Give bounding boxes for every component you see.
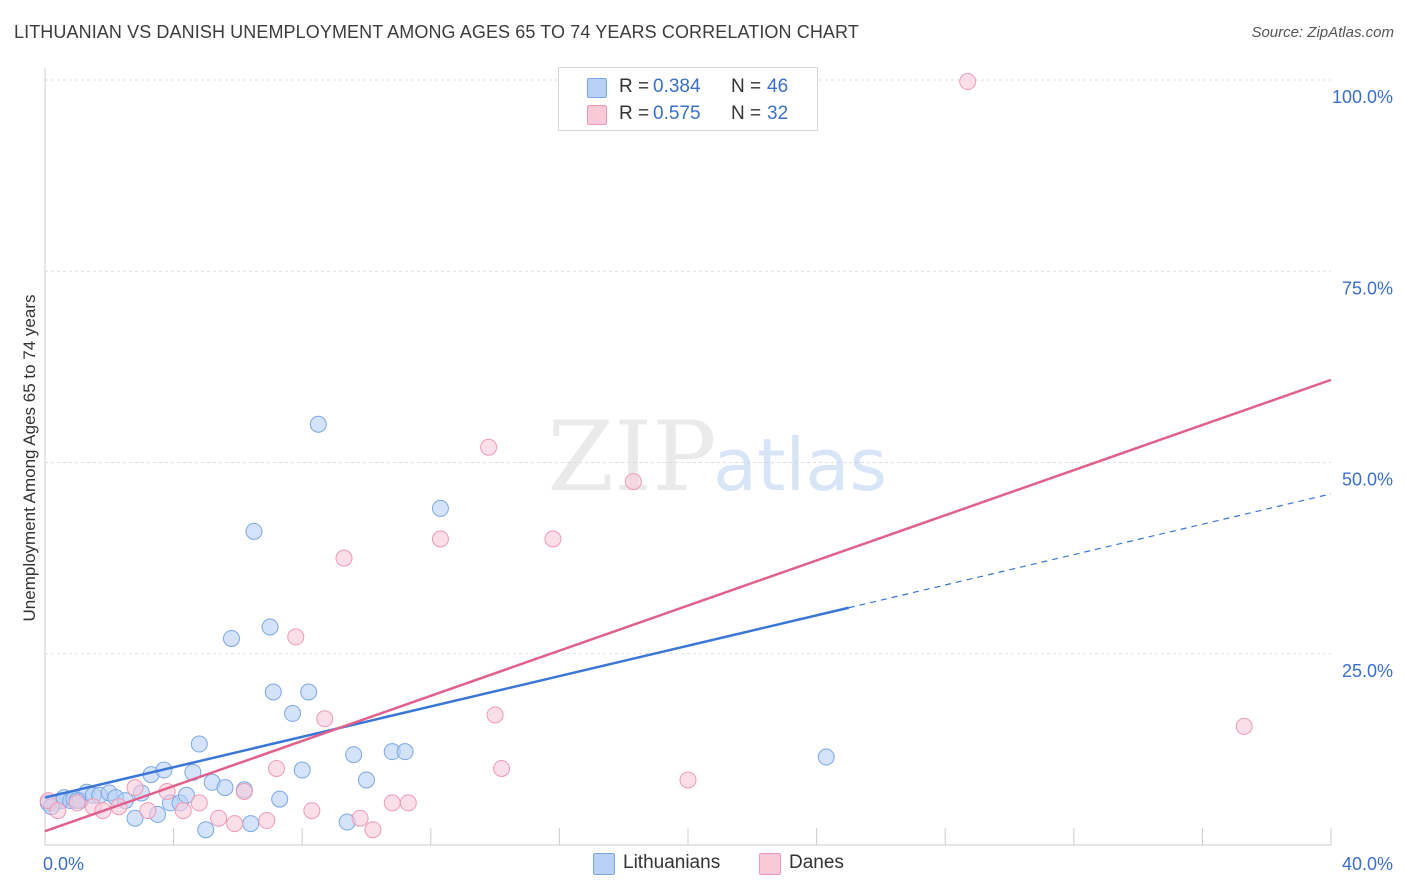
point-lithuanians: [817, 748, 835, 766]
trend-line-extension-lithuanians: [848, 493, 1332, 609]
point-lithuanians: [242, 815, 260, 833]
point-danes: [544, 530, 562, 548]
point-danes: [49, 802, 67, 820]
point-danes: [399, 794, 417, 812]
point-lithuanians: [345, 746, 363, 764]
point-danes: [226, 815, 244, 833]
legend-swatch-danes: [587, 105, 607, 125]
point-danes: [351, 809, 369, 827]
point-lithuanians: [431, 499, 449, 517]
point-lithuanians: [293, 761, 311, 779]
point-danes: [68, 794, 86, 812]
legend-r-value: 0.575: [653, 103, 701, 124]
chart-title: LITHUANIAN VS DANISH UNEMPLOYMENT AMONG …: [14, 22, 859, 42]
legend-swatch-lithuanians: [587, 78, 607, 98]
point-lithuanians: [300, 683, 318, 701]
point-lithuanians: [261, 618, 279, 636]
legend-n-value: 32: [767, 103, 789, 124]
trend-line-lithuanians: [44, 606, 850, 799]
y-tick-label: 25.0%: [1342, 661, 1393, 681]
point-lithuanians: [216, 779, 234, 797]
point-danes: [480, 438, 498, 456]
legend-r-value: 0.384: [653, 76, 701, 97]
point-danes: [258, 812, 276, 830]
watermark-atlas: atlas: [713, 423, 887, 507]
y-tick-label: 75.0%: [1342, 278, 1393, 298]
point-lithuanians: [245, 522, 263, 540]
point-danes: [959, 73, 977, 91]
legend-r-label: R =: [619, 103, 650, 124]
bottom-legend-swatch-lithuanians: [593, 853, 615, 875]
point-danes: [126, 779, 144, 797]
point-lithuanians: [284, 704, 302, 722]
point-danes: [174, 802, 192, 820]
point-danes: [431, 530, 449, 548]
point-danes: [190, 794, 208, 812]
point-danes: [1235, 717, 1253, 735]
legend-n-label: N =: [731, 76, 762, 97]
point-danes: [303, 802, 321, 820]
point-lithuanians: [197, 821, 215, 839]
point-danes: [287, 628, 305, 646]
point-danes: [679, 771, 697, 789]
point-danes: [486, 706, 504, 724]
point-danes: [267, 760, 285, 777]
grid-lines: [45, 79, 1331, 655]
watermark: ZIP atlas: [547, 401, 887, 513]
point-lithuanians: [358, 771, 375, 789]
point-lithuanians: [271, 790, 289, 808]
source-label: Source: ZipAtlas.com: [1251, 24, 1394, 41]
x-tick-label: 40.0%: [1342, 854, 1393, 874]
point-danes: [624, 473, 642, 491]
legend-n-value: 46: [767, 76, 789, 97]
point-danes: [364, 821, 382, 839]
point-danes: [383, 794, 401, 812]
trend-line-danes: [44, 378, 1332, 833]
correlation-legend: R = 0.384 N = 46 R = 0.575 N = 32: [558, 67, 818, 131]
point-danes: [316, 710, 334, 728]
point-danes: [235, 782, 253, 800]
watermark-zip: ZIP: [547, 401, 716, 513]
bottom-legend-label-lithuanians: Lithuanians: [623, 852, 721, 873]
point-danes: [335, 549, 353, 567]
point-lithuanians: [126, 809, 144, 827]
y-tick-label: 100.0%: [1332, 87, 1393, 107]
data-points: [39, 73, 1253, 839]
tick-labels: 25.0% 50.0% 75.0% 100.0% 0.0% 40.0%: [43, 87, 1393, 874]
legend-r-label: R =: [619, 76, 650, 97]
point-lithuanians: [264, 683, 282, 701]
point-danes: [139, 802, 157, 820]
point-lithuanians: [222, 629, 240, 647]
bottom-legend-swatch-danes: [759, 853, 781, 875]
y-tick-label: 50.0%: [1342, 470, 1393, 490]
point-lithuanians: [396, 743, 414, 761]
bottom-legend-label-danes: Danes: [789, 852, 844, 873]
trend-lines: [44, 378, 1332, 833]
axes: [44, 68, 1332, 846]
point-danes: [210, 809, 228, 827]
legend-n-label: N =: [731, 103, 762, 124]
point-lithuanians: [309, 415, 327, 433]
point-lithuanians: [190, 735, 208, 753]
x-tick-label: 0.0%: [43, 854, 84, 874]
point-danes: [493, 760, 511, 777]
